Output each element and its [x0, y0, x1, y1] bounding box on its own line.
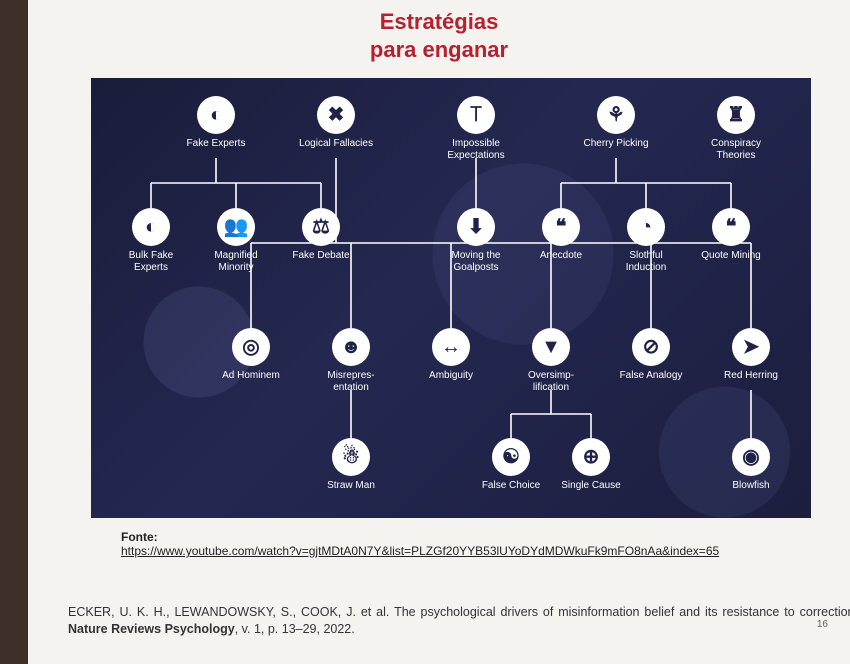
anecdote-icon: ❝ — [542, 208, 580, 246]
node-label: Straw Man — [314, 480, 388, 492]
source-block: Fonte: https://www.youtube.com/watch?v=g… — [121, 530, 811, 558]
red-herring-icon: ➤ — [732, 328, 770, 366]
cherry-picking-icon: ⚘ — [597, 96, 635, 134]
node-single-cause: ⊕ Single Cause — [554, 438, 628, 492]
node-label: Magnified Minority — [199, 250, 273, 273]
node-label: Cherry Picking — [579, 138, 653, 150]
citation-text: ECKER, U. K. H., LEWANDOWSKY, S., COOK, … — [68, 604, 850, 638]
node-label: Quote Mining — [694, 250, 768, 262]
oversimplification-icon: ▼ — [532, 328, 570, 366]
node-label: Blowfish — [714, 480, 788, 492]
moving-goalposts-icon: ⬇ — [457, 208, 495, 246]
node-label: Ad Hominem — [214, 370, 288, 382]
node-label: Red Herring — [714, 370, 788, 382]
bulk-fake-experts-icon: ◐ — [132, 208, 170, 246]
node-straw-man: ☃ Straw Man — [314, 438, 388, 492]
node-quote-mining: ❝ Quote Mining — [694, 208, 768, 262]
slothful-induction-icon: ◔ — [627, 208, 665, 246]
ambiguity-icon: ↔ — [432, 328, 470, 366]
node-red-herring: ➤ Red Herring — [714, 328, 788, 382]
straw-man-icon: ☃ — [332, 438, 370, 476]
node-oversimplification: ▼ Oversimp-lification — [514, 328, 588, 393]
slide-title: Estratégias para enganar — [28, 0, 850, 63]
node-fake-experts: ◐ Fake Experts — [179, 96, 253, 150]
node-label: Fake Experts — [179, 138, 253, 150]
node-magnified-minority: 👥 Magnified Minority — [199, 208, 273, 273]
node-label: Fake Debate — [284, 250, 358, 262]
single-cause-icon: ⊕ — [572, 438, 610, 476]
node-ambiguity: ↔ Ambiguity — [414, 328, 488, 382]
node-slothful-induction: ◔ Slothful Induction — [609, 208, 683, 273]
quote-mining-icon: ❝ — [712, 208, 750, 246]
node-label: Conspiracy Theories — [699, 138, 773, 161]
node-moving-goalposts: ⬇ Moving the Goalposts — [439, 208, 513, 273]
ad-hominem-icon: ◎ — [232, 328, 270, 366]
node-label: Oversimp-lification — [514, 370, 588, 393]
node-label: Moving the Goalposts — [439, 250, 513, 273]
fallacy-tree-diagram: ◐ Fake Experts ✖ Logical Fallacies ⟙ Impossib… — [91, 78, 811, 518]
magnified-minority-icon: 👥 — [217, 208, 255, 246]
source-label: Fonte: — [121, 530, 158, 544]
misrepresentation-icon: ☻ — [332, 328, 370, 366]
fake-debate-icon: ⚖ — [302, 208, 340, 246]
node-logical-fallacies: ✖ Logical Fallacies — [299, 96, 373, 150]
slide-left-decoration — [0, 0, 28, 664]
node-ad-hominem: ◎ Ad Hominem — [214, 328, 288, 382]
node-cherry-picking: ⚘ Cherry Picking — [579, 96, 653, 150]
node-label: Misrepres-entation — [314, 370, 388, 393]
title-line-1: Estratégias — [380, 9, 499, 34]
node-anecdote: ❝ Anecdote — [524, 208, 598, 262]
node-conspiracy-theories: ♜ Conspiracy Theories — [699, 96, 773, 161]
blowfish-icon: ◉ — [732, 438, 770, 476]
node-label: Slothful Induction — [609, 250, 683, 273]
false-choice-icon: ☯ — [492, 438, 530, 476]
page-number: 16 — [817, 619, 828, 630]
citation-authors: ECKER, U. K. H., LEWANDOWSKY, S., COOK, … — [68, 605, 850, 619]
node-false-choice: ☯ False Choice — [474, 438, 548, 492]
logical-fallacies-icon: ✖ — [317, 96, 355, 134]
node-misrepresentation: ☻ Misrepres-entation — [314, 328, 388, 393]
node-label: Logical Fallacies — [299, 138, 373, 150]
title-line-2: para enganar — [370, 37, 508, 62]
node-label: Bulk Fake Experts — [114, 250, 188, 273]
citation-rest: , v. 1, p. 13–29, 2022. — [235, 622, 355, 636]
node-impossible-expectations: ⟙ Impossible Expectations — [439, 96, 513, 161]
node-label: Impossible Expectations — [439, 138, 513, 161]
node-false-analogy: ⊘ False Analogy — [614, 328, 688, 382]
node-label: Anecdote — [524, 250, 598, 262]
citation-journal: Nature Reviews Psychology — [68, 622, 235, 636]
node-fake-debate: ⚖ Fake Debate — [284, 208, 358, 262]
source-link[interactable]: https://www.youtube.com/watch?v=gjtMDtA0… — [121, 544, 719, 558]
node-label: False Analogy — [614, 370, 688, 382]
impossible-expectations-icon: ⟙ — [457, 96, 495, 134]
node-blowfish: ◉ Blowfish — [714, 438, 788, 492]
node-label: Single Cause — [554, 480, 628, 492]
node-bulk-fake-experts: ◐ Bulk Fake Experts — [114, 208, 188, 273]
node-label: False Choice — [474, 480, 548, 492]
fake-experts-icon: ◐ — [197, 96, 235, 134]
false-analogy-icon: ⊘ — [632, 328, 670, 366]
slide-body: Estratégias para enganar ◐ Fake Experts ✖ L… — [28, 0, 850, 664]
node-label: Ambiguity — [414, 370, 488, 382]
conspiracy-theories-icon: ♜ — [717, 96, 755, 134]
